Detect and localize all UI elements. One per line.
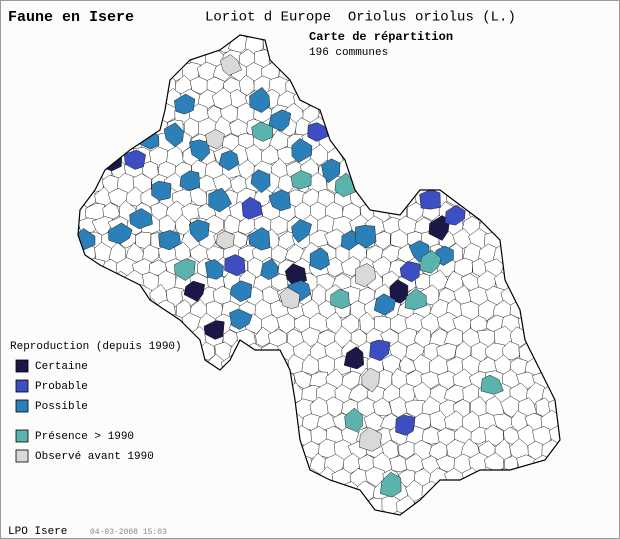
commune-2 [129, 208, 153, 230]
legend: Certaine Probable Possible Présence > 1990 O… [15, 359, 154, 463]
commune-2 [188, 219, 210, 243]
commune-2 [373, 293, 396, 316]
commune-1 [224, 254, 246, 277]
commune-0 [203, 320, 225, 340]
date: 04-03-2008 15:03 [90, 528, 167, 537]
commune-1 [444, 204, 466, 226]
legend-swatch [15, 429, 29, 443]
source: LPO Isere [8, 526, 67, 538]
species-name: Loriot d Europe Oriolus oriolus (L.) [205, 10, 516, 26]
commune-2 [268, 189, 291, 212]
commune-2 [158, 230, 181, 251]
commune-2 [151, 180, 172, 201]
commune-2 [163, 122, 184, 148]
commune-3 [404, 288, 427, 311]
commune-4 [355, 263, 376, 288]
commune-1 [399, 260, 421, 283]
commune-2 [355, 225, 377, 248]
commune [436, 311, 457, 333]
legend-label: Certaine [35, 361, 88, 373]
commune-4 [216, 230, 235, 250]
commune-2 [291, 138, 313, 163]
commune [444, 410, 466, 431]
commune-4 [361, 367, 380, 393]
legend-swatch [15, 399, 29, 413]
commune-3 [380, 471, 402, 498]
commune-2 [250, 169, 271, 194]
commune-2 [179, 170, 201, 191]
commune-2 [229, 280, 253, 302]
commune-0 [183, 280, 206, 302]
legend-swatch [15, 379, 29, 393]
commune-0 [389, 279, 409, 304]
commune-3 [330, 288, 350, 309]
commune-3 [344, 407, 363, 432]
commune-2 [208, 187, 232, 213]
commune-3 [290, 170, 312, 190]
commune [502, 341, 520, 361]
commune-4 [219, 54, 242, 76]
commune-2 [321, 158, 341, 184]
commune-1 [395, 414, 416, 436]
commune [165, 286, 184, 308]
commune [255, 326, 271, 347]
commune-2 [260, 258, 279, 280]
commune-2 [268, 109, 292, 132]
commune-2 [108, 222, 133, 245]
commune-2 [205, 259, 224, 280]
commune-0 [343, 346, 365, 370]
commune-3 [251, 121, 274, 142]
legend-label: Probable [35, 381, 88, 393]
commune-1 [419, 189, 441, 210]
commune-3 [419, 250, 442, 274]
commune-count: 196 communes [309, 47, 388, 59]
legend-label: Présence > 1990 [35, 431, 134, 443]
legend-title: Reproduction (depuis 1990) [10, 341, 182, 353]
commune-2 [229, 308, 253, 330]
commune-1 [369, 339, 391, 362]
legend-label: Possible [35, 401, 88, 413]
commune-1 [241, 196, 263, 220]
commune [421, 426, 441, 445]
map-title: Carte de répartition [309, 30, 453, 44]
commune-4 [205, 129, 225, 150]
app-title: Faune en Isere [8, 9, 134, 26]
commune [484, 424, 504, 446]
commune-2 [218, 150, 240, 171]
commune [372, 397, 393, 417]
commune-2 [248, 227, 271, 251]
commune-2 [291, 219, 312, 244]
commune-3 [174, 258, 196, 281]
commune-4 [359, 427, 382, 452]
commune-2 [174, 93, 196, 115]
commune-4 [279, 287, 301, 309]
commune-2 [309, 247, 330, 271]
legend-swatch [15, 359, 29, 373]
commune-3 [480, 374, 504, 395]
legend-swatch [15, 449, 29, 463]
legend-label: Observé avant 1990 [35, 451, 154, 463]
commune [324, 228, 345, 249]
commune-2 [249, 86, 271, 113]
